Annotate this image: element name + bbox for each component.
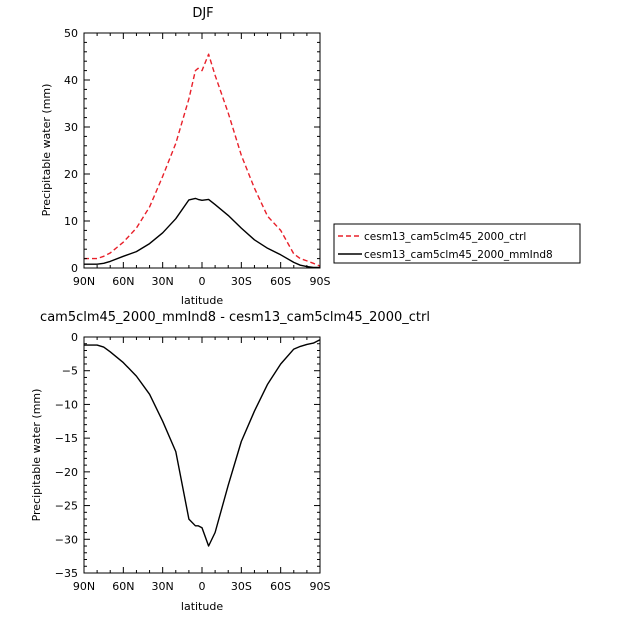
bottom-axis-ticks: 90N 60N 30N 0 30S 60S 90S −35 −30 −25 −20 −15 −10 −5 0 bbox=[55, 331, 331, 593]
top-axis-ticks: 90N 60N 30N 0 30S 60S 90S 0 10 20 30 40 50 bbox=[64, 27, 331, 288]
top-panel: DJF 90N 60N 30N 0 30S 60S 90S 0 10 20 30 40 50 latit… bbox=[40, 6, 331, 307]
top-chart-title: DJF bbox=[192, 6, 213, 21]
bottom-series-line-0 bbox=[84, 339, 321, 547]
bottom-panel: cam5clm45_2000_mmInd8 - cesm13_cam5clm45… bbox=[30, 310, 430, 613]
bottom-plot-frame bbox=[83, 336, 321, 574]
top-series-line-1 bbox=[84, 197, 320, 269]
top-y-tick-label: 10 bbox=[64, 215, 78, 228]
bottom-x-tick-label: 0 bbox=[199, 580, 206, 593]
bottom-x-tick-label: 60S bbox=[270, 580, 291, 593]
legend: cesm13_cam5clm45_2000_ctrl cesm13_cam5cl… bbox=[333, 223, 581, 264]
bottom-y-axis-label: Precipitable water (mm) bbox=[30, 389, 43, 522]
legend-label-mmind8: cesm13_cam5clm45_2000_mmInd8 bbox=[364, 249, 553, 261]
bottom-y-tick-label: −25 bbox=[55, 500, 78, 513]
bottom-x-axis-label: latitude bbox=[181, 600, 223, 613]
bottom-y-tick-label: −5 bbox=[62, 365, 78, 378]
legend-label-ctrl: cesm13_cam5clm45_2000_ctrl bbox=[364, 231, 526, 243]
top-x-tick-label: 90S bbox=[310, 275, 331, 288]
top-x-tick-label: 60N bbox=[112, 275, 134, 288]
top-x-tick-label: 30S bbox=[231, 275, 252, 288]
bottom-x-tick-label: 30N bbox=[152, 580, 174, 593]
bottom-chart-title: cam5clm45_2000_mmInd8 - cesm13_cam5clm45… bbox=[40, 310, 430, 325]
bottom-plot-lines bbox=[84, 339, 321, 547]
top-x-tick-label: 60S bbox=[270, 275, 291, 288]
bottom-y-tick-label: −20 bbox=[55, 466, 78, 479]
top-y-tick-label: 50 bbox=[64, 27, 78, 40]
top-plot-lines bbox=[84, 53, 321, 269]
top-series-line-0 bbox=[84, 53, 321, 267]
top-y-axis-label: Precipitable water (mm) bbox=[40, 84, 53, 217]
top-y-tick-label: 40 bbox=[64, 74, 78, 87]
top-y-tick-label: 0 bbox=[71, 262, 78, 275]
bottom-y-tick-label: −10 bbox=[55, 398, 78, 411]
bottom-y-tick-label: 0 bbox=[71, 331, 78, 344]
top-x-tick-label: 0 bbox=[199, 275, 206, 288]
bottom-x-tick-label: 90N bbox=[73, 580, 95, 593]
bottom-y-tick-label: −30 bbox=[55, 533, 78, 546]
top-x-tick-label: 30N bbox=[152, 275, 174, 288]
top-x-axis-label: latitude bbox=[181, 294, 223, 307]
bottom-x-tick-label: 60N bbox=[112, 580, 134, 593]
top-y-tick-label: 20 bbox=[64, 168, 78, 181]
bottom-y-tick-label: −35 bbox=[55, 567, 78, 580]
bottom-x-tick-label: 90S bbox=[310, 580, 331, 593]
bottom-x-tick-label: 30S bbox=[231, 580, 252, 593]
legend-box bbox=[333, 223, 581, 264]
top-x-tick-label: 90N bbox=[73, 275, 95, 288]
top-y-tick-label: 30 bbox=[64, 121, 78, 134]
bottom-y-tick-label: −15 bbox=[55, 432, 78, 445]
top-plot-frame bbox=[83, 32, 321, 269]
